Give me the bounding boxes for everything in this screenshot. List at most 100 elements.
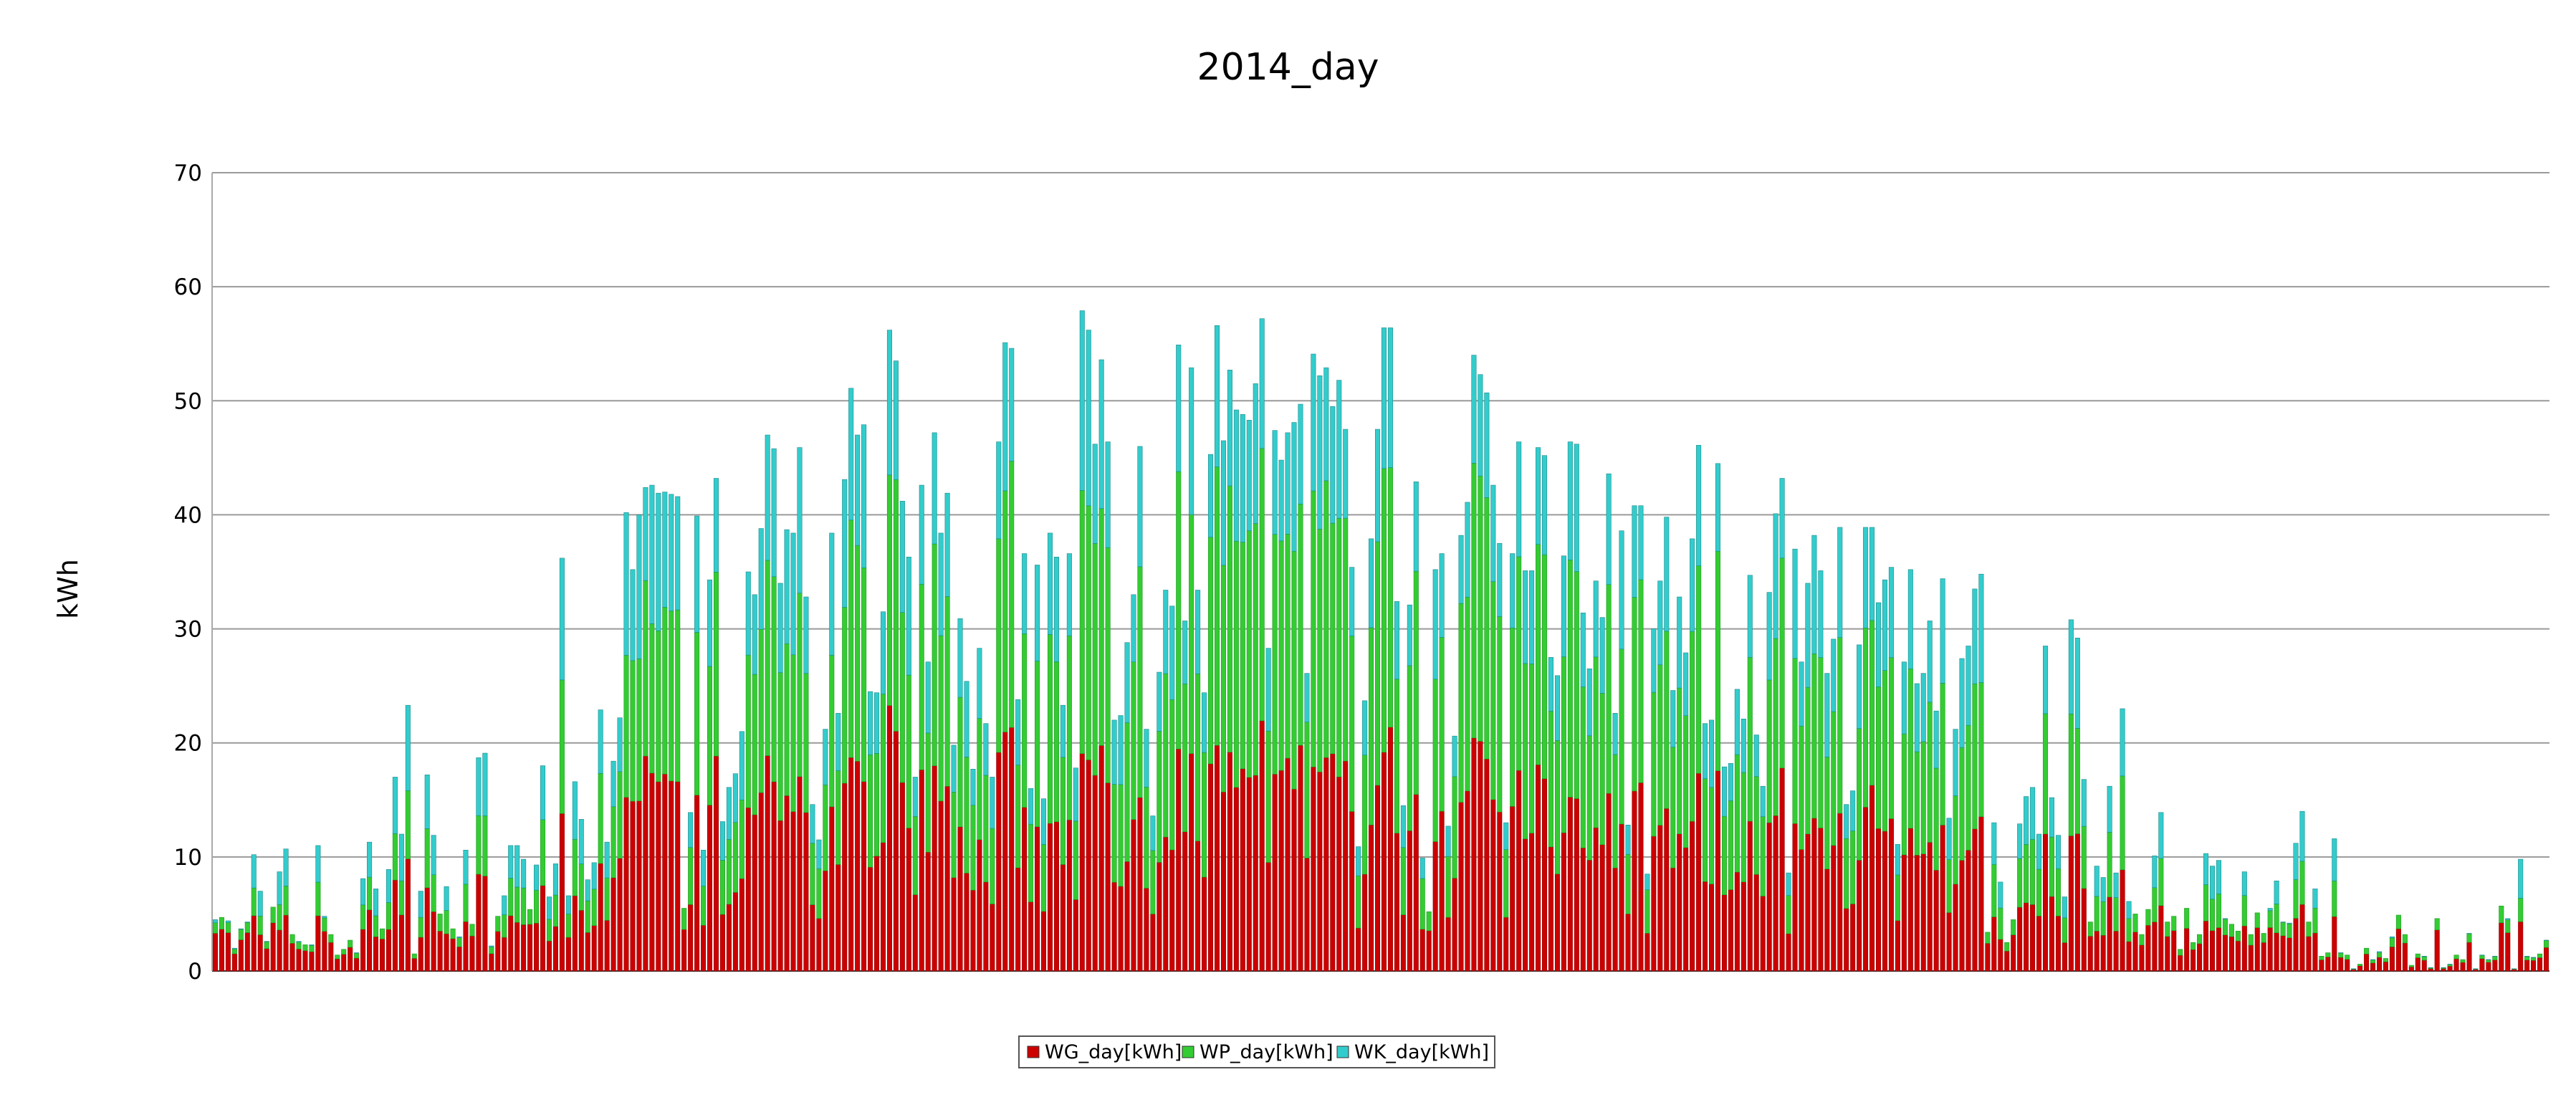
day-bar (611, 760, 616, 972)
bar-segment-WK_day[kWh] (2312, 889, 2318, 909)
bar-segment-WG_day[kWh] (1574, 798, 1579, 972)
bar-segment-WG_day[kWh] (1497, 811, 1503, 972)
bar-segment-WG_day[kWh] (983, 881, 989, 972)
day-bar (591, 862, 597, 972)
bar-segment-WK_day[kWh] (1311, 353, 1316, 492)
bar-segment-WK_day[kWh] (1920, 673, 1926, 742)
bar-segment-WK_day[kWh] (873, 692, 880, 754)
bar-segment-WK_day[kWh] (1137, 446, 1143, 568)
bar-segment-WG_day[kWh] (335, 958, 340, 972)
bar-segment-WK_day[kWh] (617, 717, 623, 772)
bar-segment-WP_day[kWh] (797, 593, 803, 778)
day-bar (1978, 573, 1984, 972)
bar-segment-WG_day[kWh] (2479, 958, 2485, 972)
day-bar (2042, 646, 2049, 972)
bar-segment-WG_day[kWh] (604, 920, 610, 972)
bar-segment-WG_day[kWh] (482, 876, 488, 972)
bar-segment-WP_day[kWh] (1837, 637, 1843, 814)
bar-segment-WG_day[kWh] (2299, 904, 2305, 972)
bar-segment-WP_day[kWh] (1432, 679, 1438, 842)
bar-segment-WK_day[kWh] (1721, 766, 1727, 817)
day-bar (257, 891, 263, 972)
day-bar (2280, 922, 2286, 972)
bar-segment-WG_day[kWh] (2389, 947, 2395, 972)
bar-segment-WP_day[kWh] (1387, 467, 1393, 728)
bar-segment-WP_day[kWh] (707, 666, 713, 805)
day-bar (1419, 858, 1425, 972)
day-bar (540, 765, 546, 972)
day-bar (925, 661, 931, 972)
day-bar (2055, 835, 2061, 972)
bar-segment-WP_day[kWh] (2499, 905, 2504, 924)
bar-segment-WP_day[kWh] (944, 596, 950, 787)
bar-segment-WP_day[kWh] (1291, 550, 1297, 790)
bar-segment-WG_day[kWh] (1844, 908, 1849, 972)
day-bar (1920, 673, 1926, 972)
bar-segment-WP_day[kWh] (2460, 959, 2466, 963)
bar-segment-WP_day[kWh] (829, 655, 835, 808)
bar-segment-WG_day[kWh] (771, 781, 777, 972)
bar-segment-WG_day[kWh] (2017, 906, 2023, 972)
bar-segment-WG_day[kWh] (1857, 860, 1862, 972)
bar-segment-WP_day[kWh] (912, 815, 918, 895)
bar-segment-WK_day[kWh] (1265, 648, 1271, 732)
bar-segment-WK_day[kWh] (1150, 815, 1156, 851)
bar-segment-WG_day[kWh] (559, 813, 565, 972)
day-bar (842, 479, 848, 972)
bar-segment-WG_day[kWh] (2049, 896, 2055, 972)
bar-segment-WP_day[kWh] (1207, 537, 1214, 765)
day-bar (572, 781, 578, 972)
day-bar (598, 709, 603, 972)
bar-segment-WP_day[kWh] (2267, 910, 2273, 928)
day-bar (2499, 905, 2504, 972)
bar-segment-WK_day[kWh] (1664, 517, 1670, 632)
bar-segment-WG_day[kWh] (1580, 847, 1586, 972)
day-bar (752, 594, 757, 972)
bar-segment-WG_day[kWh] (1734, 871, 1740, 972)
bar-segment-WK_day[kWh] (2287, 922, 2292, 924)
bar-segment-WK_day[kWh] (1060, 704, 1066, 758)
day-bar (1523, 570, 1528, 972)
bar-segment-WG_day[kWh] (2486, 962, 2491, 972)
bar-segment-WK_day[kWh] (1683, 652, 1689, 717)
day-bar (726, 787, 732, 972)
bar-segment-WG_day[kWh] (244, 932, 250, 972)
bar-segment-WK_day[kWh] (489, 945, 494, 947)
bar-segment-WK_day[kWh] (1927, 621, 1933, 703)
bar-segment-WG_day[kWh] (1285, 757, 1291, 972)
bar-segment-WG_day[kWh] (662, 773, 668, 972)
bar-segment-WG_day[kWh] (238, 939, 244, 972)
day-bar (302, 944, 308, 972)
day-bar (1657, 580, 1663, 972)
day-bar (1586, 668, 1592, 972)
bar-segment-WG_day[kWh] (2184, 928, 2190, 972)
bar-segment-WK_day[kWh] (1696, 445, 1702, 566)
day-bar (1105, 441, 1111, 972)
bar-segment-WP_day[kWh] (970, 805, 976, 891)
bar-segment-WG_day[kWh] (1670, 867, 1676, 972)
bar-segment-WK_day[kWh] (925, 661, 931, 734)
bar-segment-WG_day[kWh] (212, 933, 219, 972)
bar-segment-WG_day[kWh] (257, 934, 263, 972)
bar-segment-WK_day[kWh] (1792, 548, 1798, 659)
bar-segment-WG_day[kWh] (797, 776, 803, 972)
bar-segment-WP_day[kWh] (1452, 776, 1457, 879)
day-bar (1253, 383, 1258, 972)
y-axis-ticks: 0 10 20 30 40 50 60 70 (174, 161, 202, 985)
day-bar (623, 512, 629, 972)
bar-segment-WP_day[kWh] (1195, 674, 1201, 841)
bar-segment-WP_day[kWh] (521, 887, 527, 925)
bar-segment-WG_day[kWh] (957, 826, 963, 972)
day-bar (1073, 767, 1078, 972)
bar-segment-WG_day[kWh] (1914, 855, 1920, 972)
bar-segment-WK_day[kWh] (777, 583, 783, 673)
day-bar (552, 863, 558, 972)
day-bar (1940, 578, 1945, 972)
day-bar (2120, 708, 2125, 972)
day-bar (2531, 957, 2537, 972)
day-bar (656, 492, 661, 972)
bar-segment-WP_day[kWh] (2453, 954, 2459, 960)
day-bar (1131, 594, 1136, 972)
bar-segment-WG_day[kWh] (1779, 767, 1785, 972)
